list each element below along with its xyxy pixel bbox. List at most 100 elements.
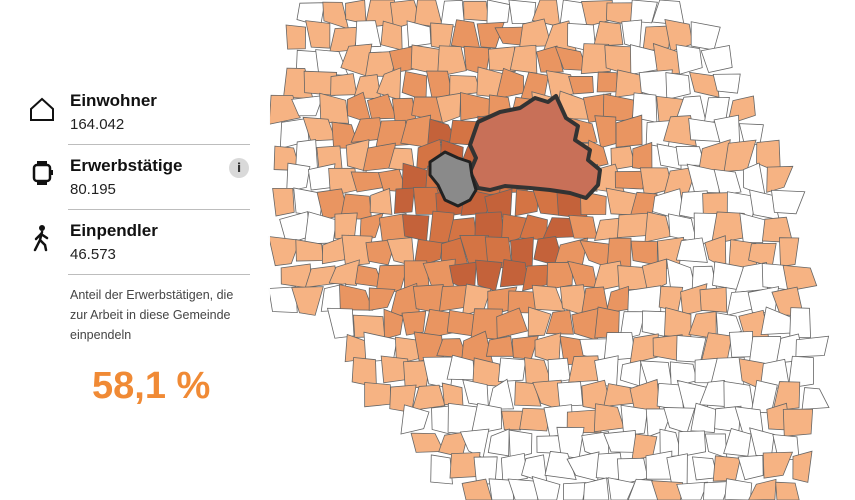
- municipality-region[interactable]: [463, 0, 490, 22]
- municipality-region[interactable]: [789, 307, 811, 338]
- municipality-region[interactable]: [383, 308, 404, 340]
- municipality-region[interactable]: [291, 95, 324, 117]
- municipality-region[interactable]: [450, 19, 481, 51]
- municipality-region[interactable]: [500, 452, 528, 483]
- municipality-region[interactable]: [713, 169, 742, 196]
- municipality-region[interactable]: [437, 45, 467, 78]
- municipality-region[interactable]: [430, 454, 453, 485]
- municipality-region[interactable]: [766, 165, 794, 193]
- municipality-region[interactable]: [704, 433, 728, 459]
- municipality-region[interactable]: [401, 70, 428, 102]
- municipality-region[interactable]: [677, 430, 707, 458]
- municipality-region[interactable]: [496, 307, 529, 339]
- municipality-region[interactable]: [488, 478, 515, 500]
- municipality-region[interactable]: [487, 46, 516, 73]
- municipality-region[interactable]: [341, 234, 373, 267]
- municipality-region[interactable]: [470, 403, 503, 436]
- municipality-region[interactable]: [345, 0, 367, 25]
- municipality-region[interactable]: [412, 284, 444, 314]
- municipality-region[interactable]: [748, 336, 782, 366]
- municipality-region[interactable]: [644, 211, 672, 243]
- municipality-region[interactable]: [527, 306, 552, 337]
- municipality-region[interactable]: [690, 21, 721, 51]
- municipality-region[interactable]: [268, 236, 301, 267]
- municipality-region[interactable]: [594, 115, 617, 149]
- municipality-region[interactable]: [330, 73, 358, 96]
- municipality-region[interactable]: [700, 44, 733, 74]
- municipality-region[interactable]: [778, 237, 800, 267]
- municipality-region[interactable]: [775, 481, 800, 500]
- municipality-region[interactable]: [411, 384, 446, 411]
- municipality-region[interactable]: [519, 407, 552, 432]
- municipality-region[interactable]: [770, 189, 806, 215]
- municipality-region[interactable]: [326, 307, 355, 339]
- municipality-region[interactable]: [507, 478, 539, 500]
- municipality-region[interactable]: [546, 261, 574, 291]
- municipality-region[interactable]: [380, 20, 403, 51]
- municipality-region[interactable]: [665, 72, 691, 101]
- municipality-region[interactable]: [675, 237, 708, 263]
- municipality-region[interactable]: [782, 408, 814, 437]
- municipality-region[interactable]: [724, 478, 753, 500]
- municipality-region[interactable]: [571, 307, 599, 341]
- municipality-region[interactable]: [650, 480, 684, 500]
- municipality-region[interactable]: [614, 170, 649, 190]
- municipality-region[interactable]: [580, 43, 611, 75]
- municipality-region[interactable]: [556, 381, 584, 407]
- municipality-region[interactable]: [620, 404, 649, 437]
- municipality-region[interactable]: [703, 481, 731, 500]
- municipality-region[interactable]: [400, 404, 430, 435]
- municipality-region[interactable]: [545, 309, 574, 335]
- municipality-region[interactable]: [795, 335, 830, 358]
- municipality-region[interactable]: [568, 214, 598, 239]
- municipality-region[interactable]: [658, 285, 684, 312]
- municipality-region[interactable]: [461, 478, 493, 500]
- municipality-region[interactable]: [319, 92, 350, 124]
- info-icon[interactable]: i: [229, 158, 249, 178]
- municipality-region[interactable]: [365, 239, 397, 266]
- municipality-region[interactable]: [712, 455, 741, 482]
- municipality-region[interactable]: [531, 475, 561, 500]
- municipality-region[interactable]: [449, 74, 481, 97]
- municipality-region[interactable]: [508, 0, 537, 25]
- municipality-region[interactable]: [364, 382, 392, 408]
- municipality-region[interactable]: [666, 453, 688, 486]
- municipality-region[interactable]: [675, 335, 707, 363]
- municipality-region[interactable]: [547, 357, 571, 384]
- municipality-region[interactable]: [511, 335, 539, 360]
- municipality-region[interactable]: [615, 114, 643, 148]
- municipality-region[interactable]: [607, 477, 636, 500]
- municipality-region[interactable]: [787, 355, 814, 389]
- municipality-region[interactable]: [368, 287, 396, 311]
- municipality-region[interactable]: [285, 24, 307, 50]
- municipality-region[interactable]: [460, 91, 491, 121]
- municipality-region[interactable]: [286, 162, 311, 192]
- municipality-region[interactable]: [630, 240, 658, 266]
- municipality-region[interactable]: [593, 403, 625, 433]
- municipality-region[interactable]: [563, 482, 587, 500]
- municipality-region[interactable]: [268, 286, 298, 314]
- municipality-region[interactable]: [616, 212, 648, 239]
- municipality-region[interactable]: [728, 330, 753, 358]
- municipality-region[interactable]: [801, 387, 830, 410]
- municipality-region[interactable]: [508, 429, 533, 460]
- municipality-region[interactable]: [375, 264, 409, 292]
- selected-municipality[interactable]: [428, 150, 478, 208]
- municipality-region[interactable]: [737, 454, 764, 481]
- municipality-region[interactable]: [328, 259, 360, 286]
- municipality-region[interactable]: [593, 21, 624, 47]
- municipality-region[interactable]: [792, 450, 813, 483]
- municipality-region[interactable]: [345, 139, 370, 172]
- municipality-region[interactable]: [291, 286, 324, 316]
- municipality-region[interactable]: [435, 92, 462, 124]
- municipality-region[interactable]: [699, 286, 728, 313]
- municipality-region[interactable]: [536, 45, 564, 73]
- municipality-region[interactable]: [486, 0, 511, 25]
- municipality-region[interactable]: [762, 451, 794, 479]
- municipality-region[interactable]: [621, 19, 643, 50]
- municipality-region[interactable]: [642, 25, 672, 53]
- municipality-region[interactable]: [583, 477, 610, 500]
- municipality-region[interactable]: [627, 478, 661, 500]
- municipality-region[interactable]: [663, 407, 696, 434]
- municipality-region[interactable]: [641, 258, 667, 294]
